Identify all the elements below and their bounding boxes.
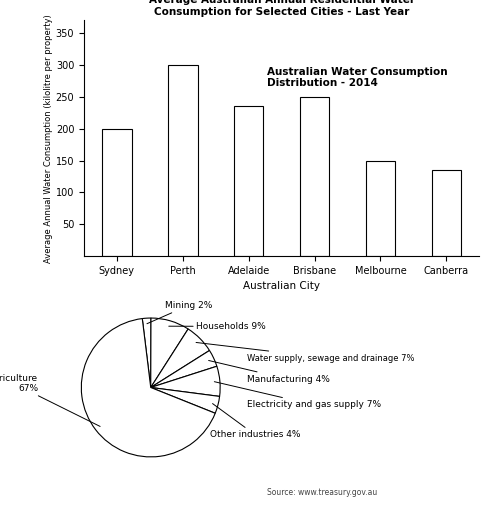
Text: Mining 2%: Mining 2% (147, 301, 212, 324)
Wedge shape (151, 351, 217, 388)
Text: Australian Water Consumption
Distribution - 2014: Australian Water Consumption Distributio… (267, 67, 448, 88)
Bar (102, 129, 131, 256)
Text: Source: www.treasury.gov.au: Source: www.treasury.gov.au (267, 487, 377, 497)
Text: Water supply, sewage and drainage 7%: Water supply, sewage and drainage 7% (196, 343, 414, 363)
Bar (234, 106, 263, 256)
Wedge shape (151, 329, 209, 388)
Text: Electricity and gas supply 7%: Electricity and gas supply 7% (214, 381, 381, 409)
Text: Households 9%: Households 9% (169, 322, 266, 331)
Bar (432, 170, 461, 256)
Wedge shape (142, 318, 151, 388)
Text: Other industries 4%: Other industries 4% (210, 403, 300, 439)
Text: Agriculture
67%: Agriculture 67% (0, 374, 100, 426)
Bar (366, 161, 395, 256)
Wedge shape (151, 366, 220, 396)
Bar (300, 97, 329, 256)
Wedge shape (82, 318, 215, 457)
Text: Manufacturing 4%: Manufacturing 4% (208, 360, 329, 383)
Wedge shape (151, 318, 188, 388)
Bar (168, 65, 198, 256)
Y-axis label: Average Annual Water Consumption (kilolitre per property): Average Annual Water Consumption (kiloli… (44, 14, 53, 263)
Wedge shape (151, 388, 220, 413)
Title: Average Australian Annual Residential Water
Consumption for Selected Cities - La: Average Australian Annual Residential Wa… (149, 0, 414, 17)
X-axis label: Australian City: Australian City (243, 281, 320, 291)
